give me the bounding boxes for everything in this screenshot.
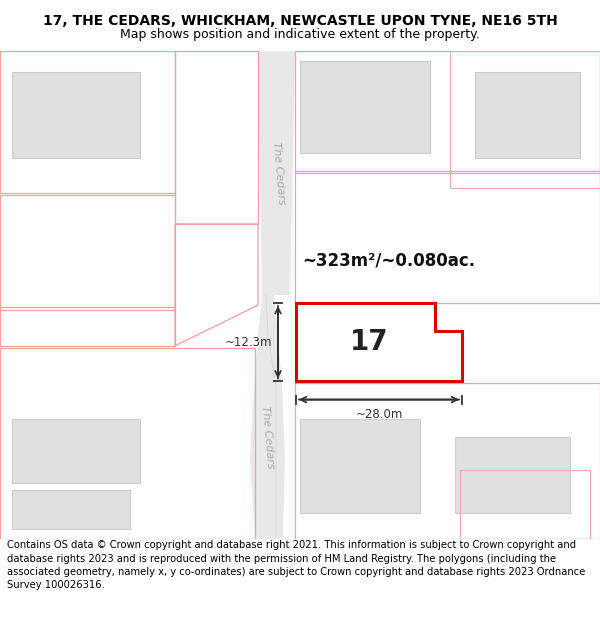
Text: The Cedars: The Cedars [271,141,287,205]
Polygon shape [475,71,580,158]
Polygon shape [455,438,570,513]
Text: ~12.3m: ~12.3m [224,336,272,349]
Text: 17: 17 [350,328,388,356]
Text: Map shows position and indicative extent of the property.: Map shows position and indicative extent… [120,28,480,41]
Polygon shape [12,419,140,483]
Polygon shape [308,311,430,373]
Text: Contains OS data © Crown copyright and database right 2021. This information is : Contains OS data © Crown copyright and d… [7,541,586,590]
Polygon shape [258,51,295,295]
Polygon shape [250,295,285,539]
Text: 17, THE CEDARS, WHICKHAM, NEWCASTLE UPON TYNE, NE16 5TH: 17, THE CEDARS, WHICKHAM, NEWCASTLE UPON… [43,14,557,28]
Polygon shape [12,71,140,158]
Polygon shape [12,490,130,529]
Text: The Cedars: The Cedars [260,405,276,469]
Text: ~323m²/~0.080ac.: ~323m²/~0.080ac. [302,251,476,269]
Text: ~28.0m: ~28.0m [355,408,403,421]
Polygon shape [300,61,430,152]
Polygon shape [296,303,462,381]
Polygon shape [300,419,420,513]
